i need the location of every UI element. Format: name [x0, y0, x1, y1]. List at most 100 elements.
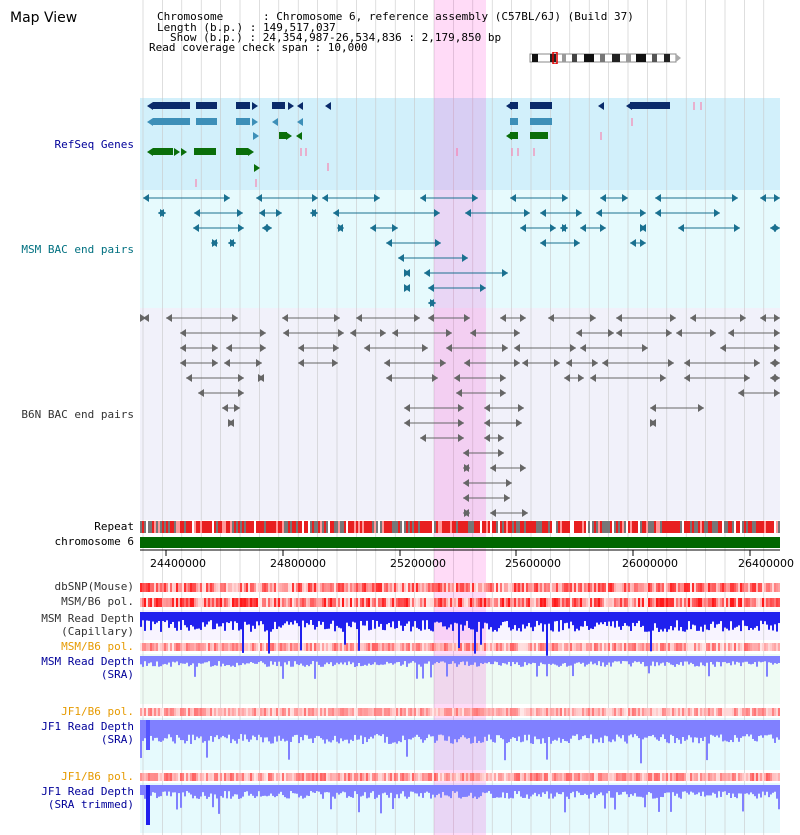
msm-sra-depth-bar — [420, 656, 422, 667]
msm-pol2-cell — [190, 643, 192, 651]
repeat-segment — [514, 521, 516, 533]
dbsnp-cell — [468, 583, 470, 592]
msm-pol-cell — [262, 598, 264, 607]
msm-cap-depth-bar — [456, 612, 458, 624]
repeat-segment — [478, 521, 480, 533]
jf1-sra-depth-bar — [762, 720, 764, 738]
jf1-pol-cell — [458, 708, 460, 716]
repeat-segment — [420, 521, 422, 533]
jf1-pol2-cell — [172, 773, 174, 781]
jf1-pol2-cell — [714, 773, 716, 781]
jf1-pol2-cell — [184, 773, 186, 781]
jf1-pol2-cell — [368, 773, 370, 781]
dbsnp-cell — [342, 583, 344, 592]
msm-cap-depth-bar — [726, 612, 728, 629]
chromosome-ideogram[interactable] — [528, 52, 683, 64]
repeat-segment — [516, 521, 518, 533]
msm-pol2-cell — [294, 643, 296, 651]
jf1-pol2-cell — [496, 773, 498, 781]
msm-sra-depth-bar — [526, 656, 528, 666]
dbsnp-cell — [154, 583, 156, 592]
jf1-pol-cell — [212, 708, 214, 716]
jf1-sra-depth-bar — [764, 720, 766, 736]
jf1-pol-cell — [494, 708, 496, 716]
jf1-trim-depth-bar — [590, 785, 592, 795]
msm-pol-cell — [222, 598, 224, 607]
jf1-pol-cell — [566, 708, 568, 716]
jf1-pol2-cell — [478, 773, 480, 781]
msm-pol2-cell — [320, 643, 322, 651]
dbsnp-cell — [394, 583, 396, 592]
msm-pol-cell — [164, 598, 166, 607]
jf1-sra-depth-bar — [684, 720, 686, 741]
msm-pol-cell — [508, 598, 510, 607]
jf1-trim-depth-bar — [754, 785, 756, 797]
jf1-pol-cell — [248, 708, 250, 716]
jf1-trim-depth-bar — [214, 785, 216, 795]
repeat-segment — [572, 521, 574, 533]
jf1-pol2-cell — [626, 773, 628, 781]
msm-cap-depth-bar — [728, 612, 730, 631]
repeat-segment — [538, 521, 540, 533]
msm-cap-depth-bar — [244, 612, 246, 622]
repeat-segment — [678, 521, 680, 533]
bac-end-marker — [404, 284, 410, 292]
dbsnp-cell — [254, 583, 256, 592]
msm-sra-depth-bar — [396, 656, 398, 663]
jf1-pol2-cell — [654, 773, 656, 781]
jf1-pol2-cell — [570, 773, 572, 781]
msm-sra-depth-bar — [626, 656, 628, 662]
track-label-jf1-depth-trim: JF1 Read Depth — [41, 785, 134, 798]
bac-end-marker — [266, 224, 272, 232]
bac-end-marker — [720, 344, 726, 352]
msm-pol2-cell — [580, 643, 582, 651]
msm-sra-depth-bar — [194, 656, 196, 677]
dbsnp-cell — [774, 583, 776, 592]
jf1-pol-cell — [304, 708, 306, 716]
jf1-trim-depth-bar — [604, 785, 606, 809]
jf1-pol-cell — [648, 708, 650, 716]
dbsnp-cell — [232, 583, 234, 592]
jf1-sra-depth-bar — [642, 720, 644, 740]
jf1-pol-cell — [242, 708, 244, 716]
jf1-pol-cell — [724, 708, 726, 716]
jf1-pol2-cell — [718, 773, 720, 781]
msm-sra-depth-bar — [746, 656, 748, 662]
jf1-trim-depth-bar — [376, 785, 378, 798]
jf1-sra-depth-bar — [680, 720, 682, 744]
jf1-pol2-cell — [222, 773, 224, 781]
jf1-sra-depth-bar — [260, 720, 262, 738]
msm-sra-depth-bar — [612, 656, 614, 663]
jf1-sra-depth-bar — [566, 720, 568, 742]
jf1-sra-depth-bar — [648, 720, 650, 737]
jf1-sra-depth-bar — [434, 720, 436, 743]
msm-cap-depth-bar — [674, 612, 676, 628]
msm-pol2-cell — [644, 643, 646, 651]
msm-sra-depth-bar — [510, 656, 512, 667]
jf1-trim-depth-bar — [378, 785, 380, 795]
msm-cap-depth-bar — [368, 612, 370, 631]
msm-sra-depth-bar — [472, 656, 474, 665]
repeat-segment — [216, 521, 218, 533]
bac-end-marker — [430, 299, 436, 307]
jf1-trim-depth-bar — [388, 785, 390, 798]
msm-pol2-cell — [246, 643, 248, 651]
msm-pol2-cell — [770, 643, 772, 651]
msm-sra-depth-bar — [354, 656, 356, 667]
jf1-pol-cell — [514, 708, 516, 716]
dbsnp-cell — [380, 583, 382, 592]
jf1-trim-depth-bar — [210, 785, 212, 794]
msm-pol2-cell — [586, 643, 588, 651]
msm-pol2-cell — [528, 643, 530, 651]
msm-cap-depth-bar — [536, 612, 538, 621]
jf1-sra-depth-bar — [338, 720, 340, 744]
repeat-segment — [666, 521, 668, 533]
jf1-sra-depth-bar — [314, 720, 316, 738]
jf1-pol2-cell — [764, 773, 766, 781]
dbsnp-cell — [638, 583, 640, 592]
jf1-pol2-cell — [352, 773, 354, 781]
msm-sra-depth-bar — [542, 656, 544, 665]
bac-end-marker — [386, 239, 392, 247]
repeat-segment — [504, 521, 506, 533]
